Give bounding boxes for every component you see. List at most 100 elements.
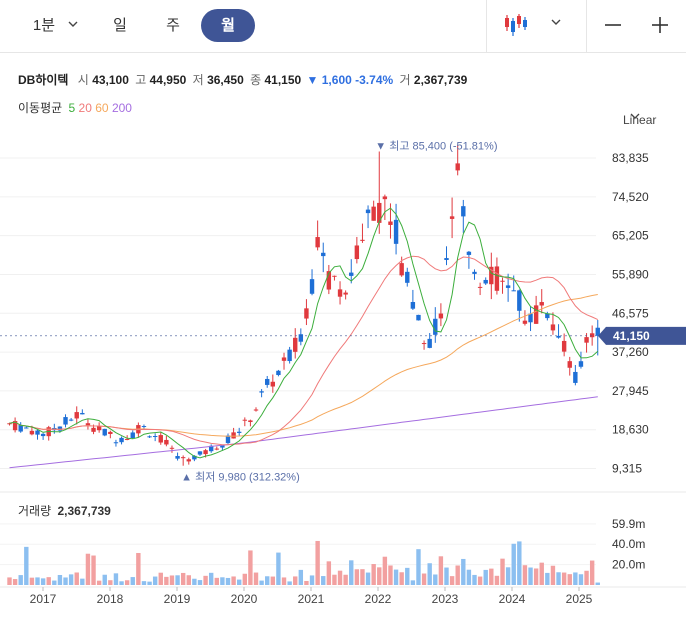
candle-body <box>214 448 219 450</box>
candle-body <box>7 423 12 425</box>
candle-body <box>281 357 287 361</box>
volume-header-label: 거래량 <box>18 504 52 518</box>
volume-bar <box>7 577 12 585</box>
volume-bar <box>237 579 242 585</box>
volume-bar <box>158 572 163 585</box>
volume-bar <box>35 577 40 585</box>
candle-body <box>169 447 175 449</box>
volume-bar <box>242 573 248 585</box>
volume-bar <box>461 558 466 585</box>
volume-bar <box>326 561 332 585</box>
volume-bar <box>197 580 203 585</box>
candle-body <box>63 417 68 425</box>
high-value: 44,950 <box>149 73 187 87</box>
interval-month-button[interactable]: 월 <box>201 9 255 42</box>
x-tick-label: 2022 <box>365 592 392 606</box>
volume-bar <box>40 578 46 585</box>
current-price-label: 41,150 <box>613 329 650 343</box>
ma-label: 이동평균 <box>18 101 63 115</box>
price-tick-label: 46,575 <box>612 306 649 320</box>
volume-label: 거 <box>399 73 411 87</box>
chevron-down-icon[interactable] <box>68 21 78 28</box>
candle-body <box>242 419 248 421</box>
change-value: ▼ 1,600 <box>306 73 352 87</box>
price-tick-label: 65,205 <box>612 229 649 243</box>
volume-bar <box>539 562 544 585</box>
moving-average-legend[interactable]: 이동평균 5 20 60 200 <box>18 99 132 116</box>
candle-body <box>96 425 102 431</box>
volume-bar <box>483 569 488 585</box>
candle-body <box>477 286 483 288</box>
volume-bar <box>410 580 416 585</box>
candle-body <box>113 442 119 444</box>
candle-body <box>35 430 40 435</box>
interval-week-button[interactable]: 주 <box>166 17 180 34</box>
candle-body <box>68 419 74 421</box>
volume-bar <box>102 574 107 585</box>
price-tick-label: 9,315 <box>612 462 642 476</box>
plus-icon[interactable] <box>650 15 670 35</box>
close-label: 종 <box>250 73 262 87</box>
scale-mode-dropdown[interactable]: Linear <box>623 113 656 127</box>
volume-bar <box>192 578 197 585</box>
candle-body <box>337 289 343 297</box>
volume-bar <box>393 569 399 585</box>
candle-body <box>528 313 533 323</box>
candle-body <box>421 343 427 345</box>
low-label: 저 <box>192 73 204 87</box>
chevron-down-icon[interactable] <box>551 19 561 26</box>
volume-bar <box>360 569 365 585</box>
candle-body <box>561 340 567 352</box>
candle-body <box>152 436 158 438</box>
candle-body <box>427 338 432 348</box>
candle-body <box>517 290 522 311</box>
candle-body <box>399 263 404 276</box>
x-tick-label: 2018 <box>97 592 124 606</box>
candle-body <box>80 412 85 415</box>
volume-bar <box>96 580 102 585</box>
stock-info-bar: DB하이텍 시 43,100 고 44,950 저 36,450 종 41,15… <box>18 71 467 88</box>
candle-body <box>237 431 242 433</box>
candle-body <box>365 209 371 214</box>
volume-tick-label: 40.0m <box>612 537 645 551</box>
high-label: 고 <box>135 73 147 87</box>
ma5-label: 5 <box>68 101 76 115</box>
candle-body <box>494 266 500 291</box>
candle-body <box>108 431 113 434</box>
volume-bar <box>152 576 158 585</box>
open-label: 시 <box>77 73 89 87</box>
volume-bar <box>186 575 191 585</box>
candle-body <box>91 427 96 432</box>
minus-icon[interactable] <box>603 15 623 35</box>
candle-body <box>270 381 276 387</box>
candle-body <box>287 349 292 362</box>
open-value: 43,100 <box>92 73 129 87</box>
volume-bar <box>528 567 533 585</box>
candle-body <box>371 206 376 221</box>
volume-bar <box>24 546 29 585</box>
interval-minute-button[interactable]: 1분 <box>32 17 56 34</box>
candle-body <box>483 279 488 284</box>
volume-tick-label: 20.0m <box>612 558 645 572</box>
candle-body <box>449 216 455 219</box>
price-tick-label: 37,260 <box>612 345 649 359</box>
ma60-line <box>9 294 598 437</box>
candle-body <box>500 280 505 282</box>
volume-bar <box>455 565 460 585</box>
candle-body <box>304 308 309 319</box>
candlestick-icon[interactable] <box>503 12 529 38</box>
volume-value: 2,367,739 <box>413 73 468 87</box>
candle-body <box>326 271 332 290</box>
volume-bar <box>74 572 79 585</box>
candle-body <box>573 371 578 383</box>
volume-bar <box>556 572 561 585</box>
price-tick-label: 27,945 <box>612 384 649 398</box>
stock-name: DB하이텍 <box>18 73 69 87</box>
interval-day-button[interactable]: 일 <box>113 17 127 34</box>
candle-body <box>248 420 253 423</box>
candle-body <box>466 251 472 255</box>
candle-body <box>405 271 410 283</box>
x-tick-label: 2021 <box>298 592 325 606</box>
volume-bar <box>433 574 438 585</box>
